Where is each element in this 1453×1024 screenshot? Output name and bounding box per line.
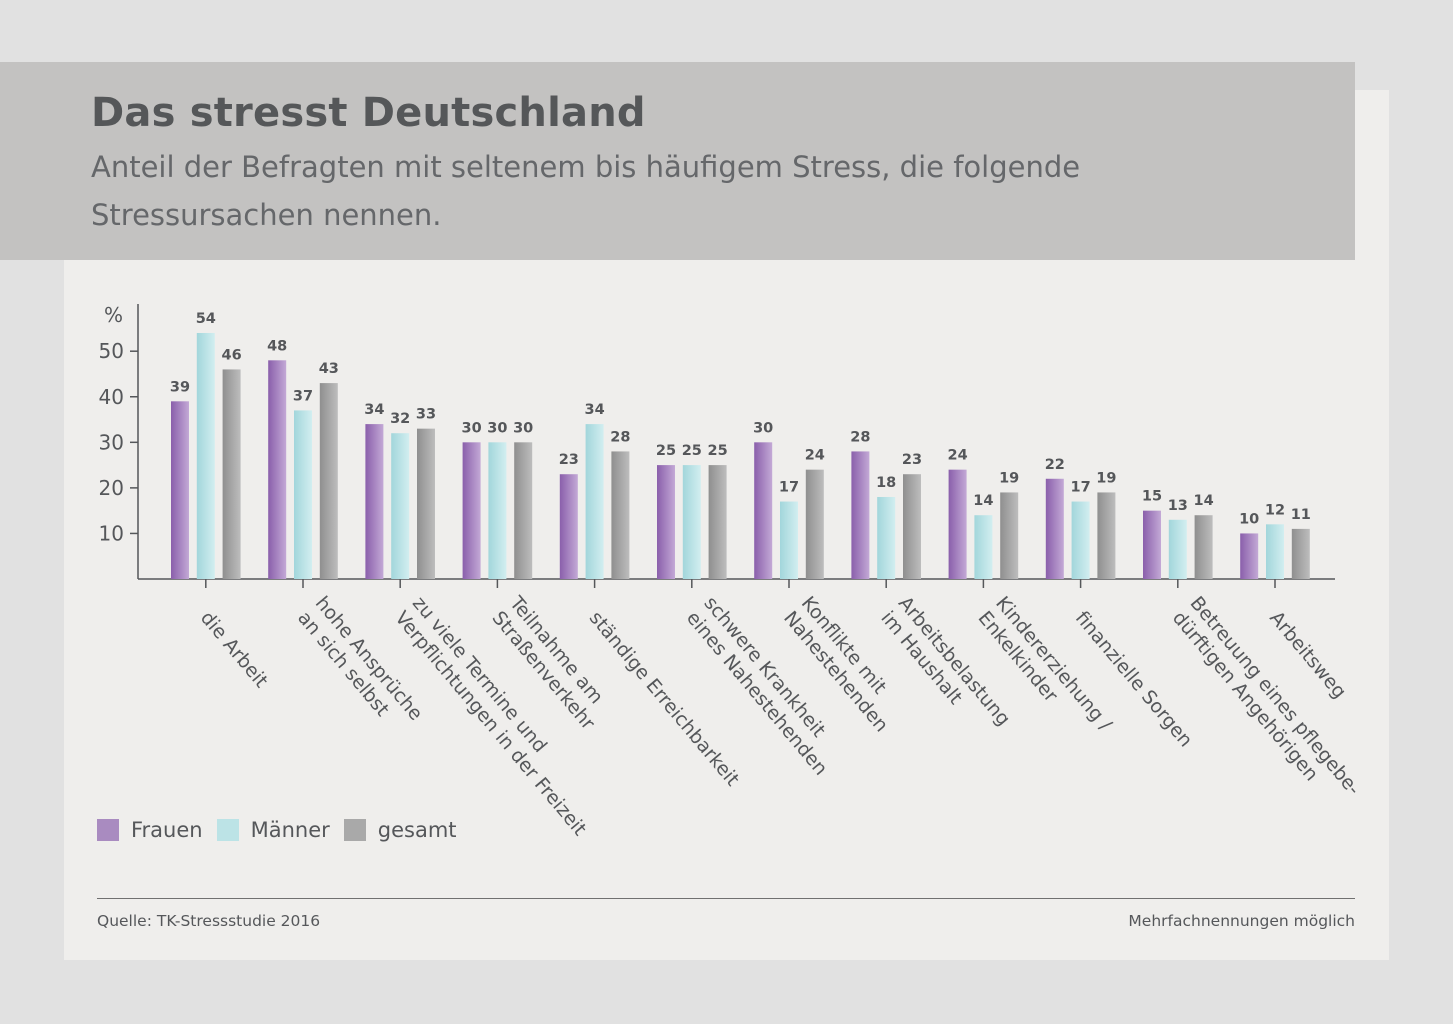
legend-item-frauen: Frauen [97,818,203,842]
bar-maenner [780,501,798,579]
bar-maenner [488,442,507,579]
y-tick-label: 50 [99,339,124,363]
bar-frauen [948,469,967,579]
bar-gesamt [708,465,727,579]
value-label-gesamt: 43 [319,361,339,377]
value-label-frauen: 23 [559,452,579,468]
bar-gesamt [1194,515,1213,579]
bar-frauen [1240,533,1259,579]
bar-maenner [877,496,896,579]
value-label-maenner: 30 [487,420,507,436]
value-label-gesamt: 24 [805,448,825,464]
bar-maenner [1168,519,1187,579]
value-label-maenner: 32 [390,411,410,427]
bar-maenner [682,465,701,579]
legend-swatch-gesamt [343,819,366,841]
value-label-maenner: 14 [973,493,993,509]
bar-maenner [294,410,312,579]
value-label-gesamt: 46 [222,347,242,363]
value-label-frauen: 15 [1142,489,1162,505]
bar-gesamt [805,469,824,579]
bar-maenner [585,424,604,579]
bar-gesamt [903,474,921,579]
value-label-frauen: 34 [364,402,384,418]
value-label-gesamt: 28 [610,429,630,445]
value-label-gesamt: 14 [1194,493,1214,509]
value-label-frauen: 10 [1239,511,1259,527]
y-tick-label: 10 [99,521,124,545]
y-tick-label: 20 [99,476,124,500]
header-band [0,62,1355,260]
value-label-maenner: 34 [585,402,605,418]
source-note: Quelle: TK-Stressstudie 2016 [97,912,321,930]
bar-gesamt [319,383,338,579]
bar-gesamt [417,428,435,579]
value-label-frauen: 30 [753,420,773,436]
bar-gesamt [1291,528,1310,579]
legend-swatch-maenner [216,819,239,841]
bar-frauen [365,424,384,579]
legend-label-gesamt: gesamt [377,818,457,842]
value-label-maenner: 25 [682,443,702,459]
bar-frauen [1045,478,1064,579]
legend-item-gesamt: gesamt [343,818,457,842]
value-label-frauen: 39 [170,379,190,395]
value-label-frauen: 28 [850,429,870,445]
value-label-gesamt: 25 [708,443,728,459]
chart-legend: Frauen Männer gesamt [97,816,471,844]
value-label-frauen: 25 [656,443,676,459]
value-label-gesamt: 23 [902,452,922,468]
bar-maenner [974,515,993,579]
bar-gesamt [611,451,630,579]
value-label-frauen: 24 [948,448,968,464]
page-subtitle: Anteil der Befragten mit seltenem bis hä… [91,150,1081,232]
category-label: Betreuung eines pflegebe-dürftigen Angeh… [1168,592,1365,814]
footer-divider [97,898,1355,899]
bar-frauen [171,401,189,579]
legend-label-frauen: Frauen [131,818,203,842]
value-label-gesamt: 11 [1291,507,1311,523]
value-label-gesamt: 30 [513,420,533,436]
value-label-maenner: 12 [1265,502,1285,518]
bar-gesamt [514,442,533,579]
category-label: die Arbeit [196,607,272,692]
value-label-maenner: 13 [1168,498,1188,514]
value-label-frauen: 22 [1045,457,1065,473]
bar-maenner [391,433,410,579]
bar-frauen [1143,510,1161,579]
bar-maenner [196,332,215,579]
bar-maenner [1071,501,1090,579]
bar-frauen [559,474,578,579]
legend-swatch-frauen [97,819,119,841]
value-label-maenner: 17 [779,480,799,496]
value-label-maenner: 54 [196,311,216,327]
value-label-frauen: 48 [267,338,287,354]
multiple-answers-note: Mehrfachnennungen möglich [1128,912,1355,930]
value-label-gesamt: 33 [416,407,436,423]
value-label-maenner: 17 [1071,480,1091,496]
y-axis-unit-label: % [104,303,123,327]
value-label-frauen: 30 [462,420,482,436]
value-label-gesamt: 19 [999,470,1019,486]
y-tick-label: 40 [99,385,124,409]
value-label-gesamt: 19 [1096,470,1116,486]
category-label-line: die Arbeit [196,607,272,692]
bar-frauen [462,442,481,579]
bar-maenner [1266,524,1284,579]
value-label-maenner: 18 [876,475,896,491]
bar-frauen [268,360,287,579]
bar-gesamt [1000,492,1019,579]
bar-gesamt [222,369,241,579]
bar-frauen [754,442,773,579]
legend-label-maenner: Männer [250,818,330,842]
legend-item-maenner: Männer [216,818,330,842]
y-tick-label: 30 [99,430,124,454]
bar-gesamt [1097,492,1116,579]
bar-frauen [851,451,870,579]
page-title: Das stresst Deutschland [91,90,646,136]
value-label-maenner: 37 [293,388,313,404]
bar-frauen [657,465,675,579]
